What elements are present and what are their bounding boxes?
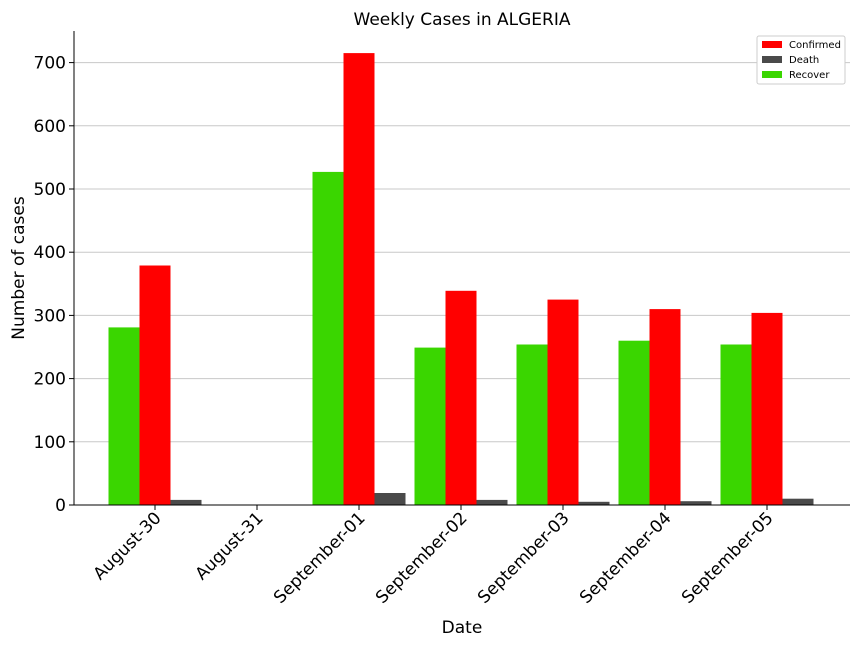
y-ticks: 0 100 200 300 400 500 600 700	[34, 54, 74, 516]
x-tick-label: September-04	[576, 508, 675, 607]
x-tick-label: September-01	[270, 508, 369, 607]
bars	[108, 53, 814, 505]
legend-swatch-confirmed	[762, 41, 782, 48]
legend-label-death: Death	[789, 55, 819, 66]
legend-label-confirmed: Confirmed	[789, 40, 841, 51]
y-axis-label: Number of cases	[9, 196, 29, 340]
bar-recover	[618, 340, 650, 505]
legend-swatch-recover	[762, 71, 782, 78]
legend-label-recover: Recover	[789, 70, 830, 81]
x-axis-label: Date	[442, 618, 483, 638]
y-tick-label: 100	[34, 433, 66, 453]
y-tick-label: 300	[34, 306, 66, 326]
bar-confirmed	[751, 312, 783, 505]
bar-recover	[720, 344, 752, 505]
chart-title: Weekly Cases in ALGERIA	[354, 10, 571, 30]
bar-death	[782, 498, 814, 505]
bar-recover	[516, 344, 548, 505]
y-tick-label: 200	[34, 370, 66, 390]
bar-confirmed	[649, 309, 681, 505]
x-tick-label: August-31	[192, 508, 268, 584]
bar-death	[476, 499, 508, 505]
y-tick-label: 0	[55, 496, 66, 516]
bar-confirmed	[547, 299, 579, 505]
bar-death	[578, 501, 610, 505]
bar-death	[374, 493, 406, 505]
bar-death	[680, 501, 712, 505]
y-tick-label: 400	[34, 243, 66, 263]
legend-swatch-death	[762, 56, 782, 63]
bar-confirmed	[343, 53, 375, 505]
y-tick-label: 600	[34, 117, 66, 137]
bar-recover	[312, 171, 344, 505]
bar-death	[170, 499, 202, 505]
bar-recover	[414, 347, 446, 505]
x-tick-label: September-03	[474, 508, 573, 607]
x-tick-label: September-02	[372, 508, 471, 607]
legend: Confirmed Death Recover	[756, 35, 846, 85]
x-tick-label: September-05	[678, 508, 777, 607]
y-tick-label: 700	[34, 54, 66, 74]
x-ticks: August-30 August-31 September-01 September-…	[90, 505, 778, 608]
bar-confirmed	[445, 290, 477, 505]
bar-confirmed	[139, 265, 171, 505]
y-tick-label: 500	[34, 180, 66, 200]
bar-recover	[108, 327, 140, 505]
x-tick-label: August-30	[90, 508, 166, 584]
